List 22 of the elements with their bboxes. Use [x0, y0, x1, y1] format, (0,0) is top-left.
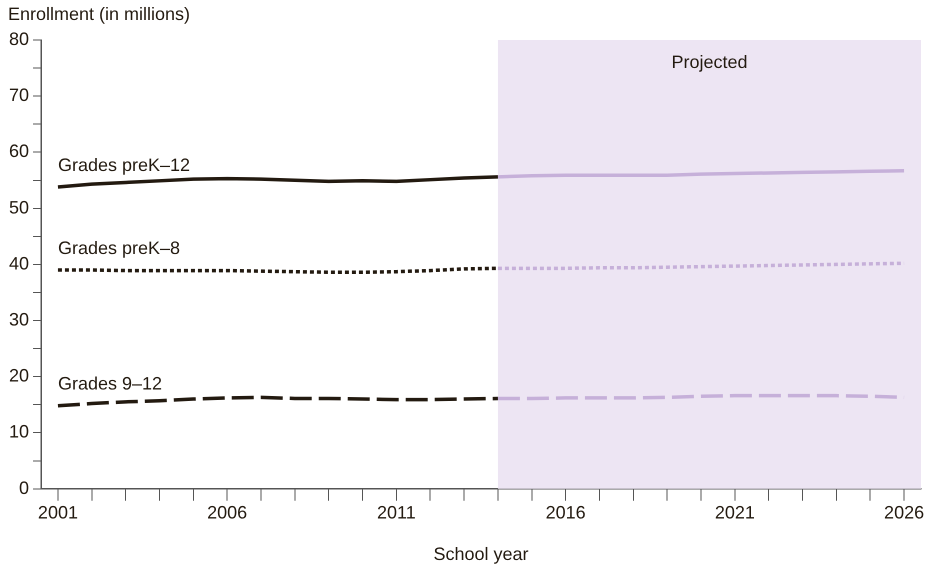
- x-tick-label: 2001: [38, 502, 78, 523]
- y-tick-label: 20: [8, 366, 30, 386]
- y-axis-title: Enrollment (in millions): [8, 4, 190, 24]
- series-label: Grades 9–12: [58, 374, 162, 394]
- x-tick-label: 2021: [714, 502, 755, 523]
- x-axis-title: School year: [433, 544, 529, 564]
- y-tick-label: 50: [8, 197, 30, 218]
- y-tick-label: 10: [8, 422, 30, 442]
- band-label: Projected: [671, 52, 748, 72]
- x-tick-label: 2026: [884, 502, 924, 523]
- y-tick-label: 30: [8, 309, 30, 330]
- y-tick-label: 80: [8, 28, 30, 49]
- line-series: [56, 396, 500, 408]
- x-tick-label: 2016: [546, 502, 586, 523]
- series-label: Grades preK–12: [58, 154, 190, 175]
- x-tick-label: 2006: [207, 502, 248, 523]
- y-tick-label: 70: [8, 85, 30, 106]
- y-tick-label: 0: [19, 478, 30, 498]
- y-tick-label: 40: [8, 253, 30, 274]
- y-tick-label: 60: [8, 141, 30, 162]
- x-tick-label: 2011: [377, 502, 416, 523]
- series-label: Grades preK–8: [58, 238, 180, 258]
